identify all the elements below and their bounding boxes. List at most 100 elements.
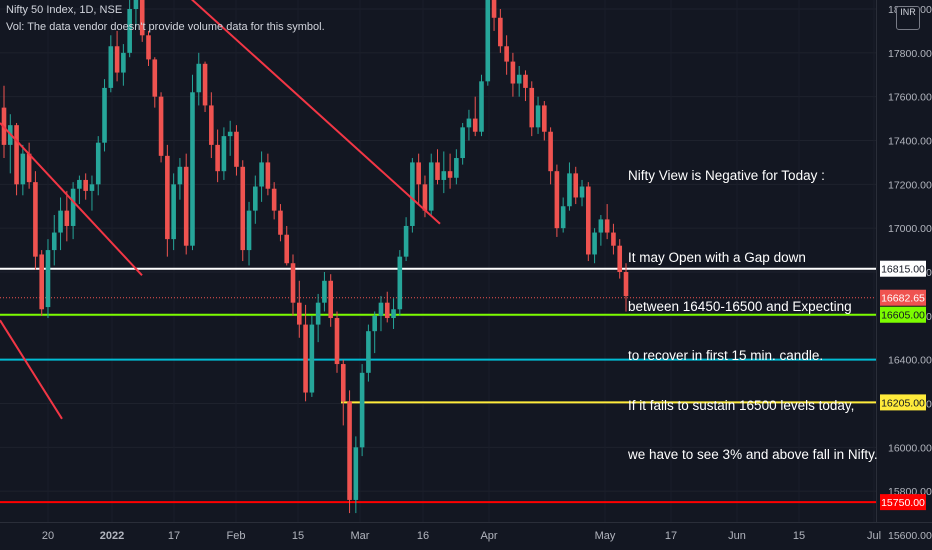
candle[interactable] (108, 35, 114, 93)
candle[interactable] (397, 250, 403, 316)
candle[interactable] (315, 293, 321, 343)
candle[interactable] (542, 101, 547, 141)
candle[interactable] (372, 311, 377, 354)
analysis-annotation[interactable]: Nifty View is Negative for Today : It ma… (628, 135, 878, 480)
candle[interactable] (127, 0, 132, 58)
candle[interactable] (133, 0, 139, 27)
candle[interactable] (403, 217, 409, 262)
trend-lines[interactable] (0, 0, 441, 420)
candle[interactable] (548, 127, 553, 185)
candle[interactable] (498, 9, 503, 53)
currency-badge[interactable]: INR (896, 6, 920, 30)
candle[interactable] (234, 125, 239, 176)
candle[interactable] (567, 162, 572, 211)
candle[interactable] (485, 0, 491, 86)
candle[interactable] (529, 81, 535, 137)
candle[interactable] (240, 160, 246, 262)
candle[interactable] (33, 171, 38, 270)
candle[interactable] (83, 173, 88, 200)
candle[interactable] (259, 151, 264, 202)
candle[interactable] (623, 263, 629, 312)
candle[interactable] (296, 280, 302, 338)
candle[interactable] (554, 164, 560, 237)
candle[interactable] (579, 179, 585, 207)
candle[interactable] (183, 153, 189, 255)
trend-line[interactable] (0, 122, 143, 276)
candle[interactable] (121, 44, 126, 86)
candle[interactable] (70, 182, 76, 240)
candle[interactable] (39, 250, 44, 316)
candle[interactable] (611, 223, 616, 255)
candle[interactable] (598, 215, 604, 246)
candle[interactable] (491, 0, 497, 31)
candle[interactable] (472, 96, 478, 137)
candle[interactable] (435, 149, 440, 185)
candle[interactable] (573, 166, 579, 205)
candle[interactable] (384, 291, 390, 323)
candle[interactable] (209, 92, 214, 159)
candle[interactable] (516, 65, 522, 97)
trend-line[interactable] (183, 0, 441, 225)
time-axis[interactable]: 20 2022 17 Feb 15 Mar 16 Apr May 17 Jun 15 Jul (0, 522, 932, 543)
candle[interactable] (303, 304, 308, 402)
candle[interactable] (560, 197, 566, 233)
candle[interactable] (309, 315, 315, 397)
candle[interactable] (51, 215, 57, 266)
candle[interactable] (340, 359, 346, 426)
candle[interactable] (460, 122, 465, 165)
candle[interactable] (89, 175, 95, 211)
candle[interactable] (45, 239, 51, 319)
candle[interactable] (102, 79, 107, 152)
candle[interactable] (284, 225, 290, 266)
candle[interactable] (64, 190, 70, 242)
candle[interactable] (366, 324, 371, 382)
candle[interactable] (246, 201, 252, 266)
candle[interactable] (265, 153, 271, 196)
candle[interactable] (466, 109, 472, 141)
candle[interactable] (26, 142, 32, 189)
candle[interactable] (353, 436, 359, 514)
candle[interactable] (139, 0, 145, 42)
candle[interactable] (253, 175, 258, 224)
candle[interactable] (177, 158, 183, 200)
candle[interactable] (215, 129, 220, 183)
candle[interactable] (617, 239, 623, 279)
candle-series[interactable] (1, 0, 629, 514)
candle[interactable] (604, 204, 610, 240)
candle[interactable] (586, 182, 591, 262)
candle[interactable] (114, 30, 120, 82)
candle[interactable] (171, 173, 176, 251)
candle[interactable] (359, 364, 365, 457)
candle[interactable] (290, 254, 296, 316)
candle[interactable] (416, 153, 421, 205)
candle[interactable] (334, 311, 340, 373)
candle[interactable] (447, 153, 453, 189)
candle[interactable] (378, 296, 384, 332)
candle[interactable] (410, 158, 415, 233)
candle[interactable] (535, 96, 541, 134)
candle[interactable] (278, 204, 283, 242)
candle[interactable] (271, 182, 277, 220)
candle[interactable] (322, 272, 327, 312)
trend-line[interactable] (0, 319, 63, 420)
candle[interactable] (454, 149, 459, 185)
candle[interactable] (158, 92, 164, 163)
candle[interactable] (165, 144, 170, 257)
candle[interactable] (510, 52, 516, 97)
candle[interactable] (202, 61, 208, 113)
candle[interactable] (328, 274, 334, 327)
candle[interactable] (347, 390, 352, 514)
candle[interactable] (441, 151, 447, 194)
candle[interactable] (391, 298, 396, 329)
candle[interactable] (504, 35, 509, 75)
candle[interactable] (20, 144, 26, 196)
candle[interactable] (95, 136, 101, 196)
candle[interactable] (428, 153, 434, 216)
candle[interactable] (152, 57, 158, 108)
candle[interactable] (221, 127, 227, 180)
candle[interactable] (196, 52, 202, 106)
candle[interactable] (227, 120, 233, 156)
candle[interactable] (146, 30, 151, 66)
candle[interactable] (58, 197, 63, 251)
